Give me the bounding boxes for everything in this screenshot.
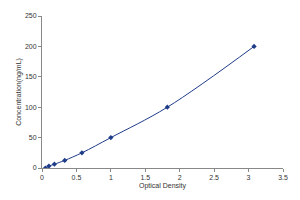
svg-text:2.5: 2.5 [209, 174, 219, 181]
svg-text:Optical Density: Optical Density [139, 182, 187, 190]
svg-text:3.5: 3.5 [278, 174, 288, 181]
svg-text:250: 250 [25, 12, 37, 19]
svg-text:100: 100 [25, 104, 37, 111]
svg-text:2: 2 [178, 174, 182, 181]
svg-text:200: 200 [25, 43, 37, 50]
svg-text:Concentration(ng/mL): Concentration(ng/mL) [15, 58, 23, 126]
svg-text:1.5: 1.5 [140, 174, 150, 181]
svg-text:0: 0 [40, 174, 44, 181]
svg-text:0.5: 0.5 [72, 174, 82, 181]
svg-text:1: 1 [109, 174, 113, 181]
svg-text:3: 3 [247, 174, 251, 181]
svg-text:50: 50 [29, 134, 37, 141]
svg-text:0: 0 [33, 164, 37, 171]
svg-text:150: 150 [25, 73, 37, 80]
